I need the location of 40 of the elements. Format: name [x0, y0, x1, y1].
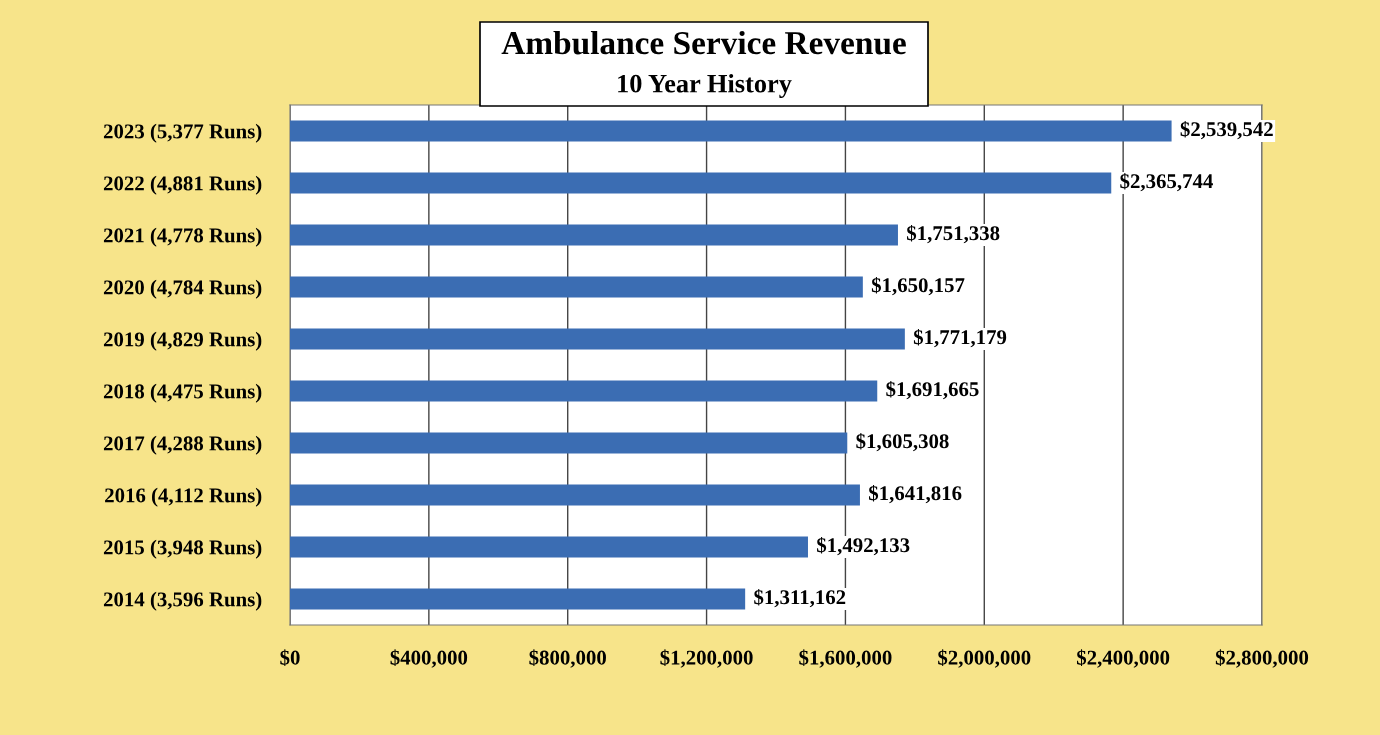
- data-label: $1,691,665: [886, 380, 979, 400]
- bar: [290, 484, 860, 506]
- x-tick-label: $2,400,000: [1077, 649, 1170, 668]
- y-tick-label: 2017 (4,288 Runs): [103, 435, 262, 455]
- y-tick-label: 2018 (4,475 Runs): [103, 383, 262, 403]
- x-tick-label: $0: [280, 649, 300, 667]
- x-tick-label: $2,800,000: [1215, 649, 1309, 668]
- y-tick-label: 2014 (3,596 Runs): [103, 591, 262, 611]
- data-label: $2,539,542: [1180, 120, 1273, 140]
- chart-subtitle: 10 Year History: [618, 74, 792, 98]
- data-label: $1,650,157: [871, 276, 965, 296]
- x-tick-label: $1,200,000: [660, 649, 753, 668]
- bar: [290, 536, 808, 558]
- bar: [290, 172, 1112, 194]
- bar: [290, 224, 898, 246]
- data-label: $2,365,744: [1120, 172, 1213, 192]
- data-label: $1,751,338: [907, 224, 1000, 244]
- y-tick-label: 2020 (4,784 Runs): [103, 279, 262, 299]
- x-tick-label: $400,000: [390, 649, 468, 668]
- data-label: $1,311,162: [754, 588, 846, 608]
- bar: [290, 276, 863, 298]
- data-label: $1,641,816: [869, 484, 962, 504]
- y-tick-label: 2022 (4,881 Runs): [103, 175, 262, 195]
- y-tick-label: 2016 (4,112 Runs): [105, 487, 262, 507]
- bar: [290, 432, 848, 454]
- y-tick-label: 2023 (5,377 Runs): [103, 123, 262, 143]
- data-label: $1,771,179: [913, 328, 1007, 348]
- bar: [290, 328, 905, 350]
- x-tick-label: $800,000: [529, 649, 606, 668]
- y-tick-label: 2021 (4,778 Runs): [103, 227, 262, 247]
- x-tick-label: $2,000,000: [938, 649, 1031, 668]
- x-tick-label: $1,600,000: [799, 649, 892, 668]
- y-tick-label: 2019 (4,829 Runs): [103, 331, 262, 351]
- y-tick-label: 2015 (3,948 Runs): [103, 539, 262, 559]
- data-label: $1,492,133: [817, 536, 910, 556]
- bar: [290, 588, 746, 610]
- chart-title: Ambulance Service Revenue: [501, 30, 906, 55]
- bar: [290, 380, 878, 402]
- data-label: $1,605,308: [856, 432, 949, 452]
- bar: [290, 120, 1172, 142]
